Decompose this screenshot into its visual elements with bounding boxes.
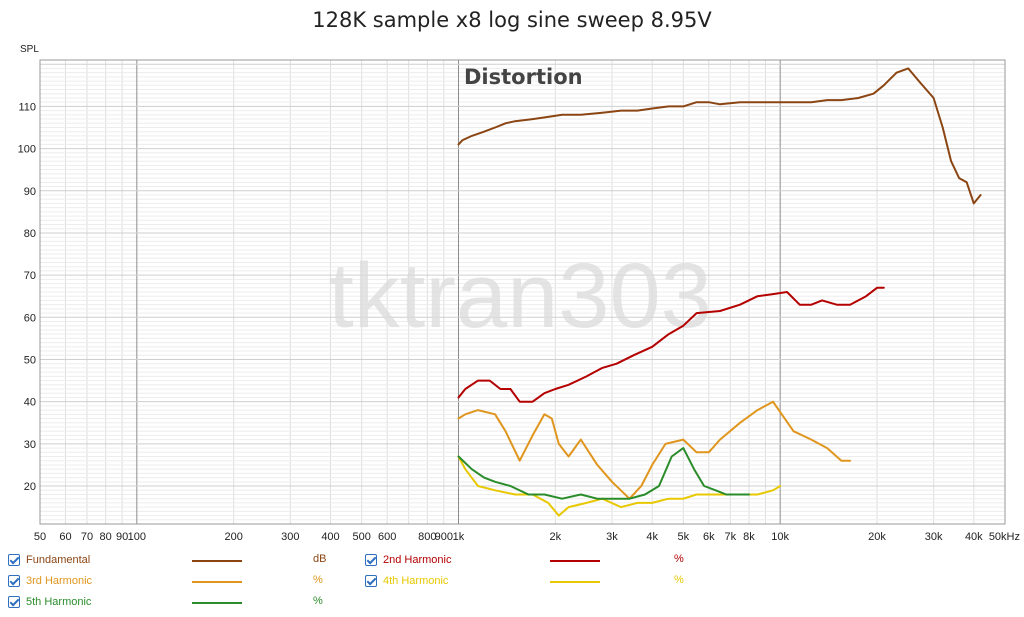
y-tick-label: 110 — [18, 101, 36, 113]
y-tick-labels: 20 30 40 50 60 70 80 90 100 110 — [18, 101, 36, 493]
series-line-fundamental — [457, 67, 982, 205]
x-tick-label: 20k — [868, 531, 886, 543]
x-tick-label: 80 — [100, 531, 112, 543]
y-tick-label: 20 — [24, 481, 36, 493]
legend-label: 4th Harmonic — [383, 575, 449, 587]
legend-label: Fundamental — [26, 554, 91, 566]
x-tick-label: 90 — [116, 531, 128, 543]
x-tick-label: 100 — [128, 531, 146, 543]
x-tick-label: 800 — [418, 531, 436, 543]
legend-unit: % — [313, 574, 323, 586]
x-tick-label: 300 — [281, 531, 299, 543]
x-tick-label: 200 — [224, 531, 242, 543]
y-axis-label: SPL — [20, 44, 39, 55]
minor-grid — [39, 59, 1006, 525]
y-tick-label: 40 — [24, 397, 36, 409]
legend-item-4th-harmonic: 4th Harmonic — [365, 572, 448, 590]
legend-checkbox-4th-harmonic[interactable] — [365, 575, 377, 587]
x-tick-label: 900 — [435, 531, 453, 543]
x-tick-label: 2k — [550, 531, 562, 543]
legend-checkbox-5th-harmonic[interactable] — [8, 596, 20, 608]
x-tick-label: 40k — [965, 531, 983, 543]
x-tick-label: 1k — [453, 531, 465, 543]
y-tick-label: 100 — [18, 144, 36, 156]
legend-unit: % — [674, 574, 684, 586]
legend-item-5th-harmonic: 5th Harmonic — [8, 593, 91, 611]
watermark: tktran303 — [328, 245, 712, 347]
y-tick-label: 80 — [24, 228, 36, 240]
legend-swatch — [192, 602, 242, 604]
major-grid — [40, 60, 1005, 524]
x-tick-label: 600 — [378, 531, 396, 543]
legend-swatch — [192, 581, 242, 583]
series-line-3rd-harmonic — [457, 400, 852, 500]
distortion-annotation: Distortion — [464, 65, 583, 89]
x-tick-label: 3k — [606, 531, 618, 543]
y-tick-label: 60 — [24, 312, 36, 324]
legend-unit: % — [313, 595, 323, 607]
legend-swatch — [192, 560, 242, 562]
plot-frame — [39, 59, 1006, 525]
x-tick-label: 4k — [646, 531, 658, 543]
legend-label: 5th Harmonic — [26, 596, 92, 608]
legend-checkbox-3rd-harmonic[interactable] — [8, 575, 20, 587]
legend-item-2nd-harmonic: 2nd Harmonic — [365, 551, 451, 569]
legend-unit: % — [674, 553, 684, 565]
legend-swatch — [550, 560, 600, 562]
x-tick-label: 30k — [925, 531, 943, 543]
legend-label: 3rd Harmonic — [26, 575, 93, 587]
legend-checkbox-fundamental[interactable] — [8, 554, 20, 566]
x-tick-label: 70 — [81, 531, 93, 543]
y-tick-label: 90 — [24, 186, 36, 198]
legend-checkbox-2nd-harmonic[interactable] — [365, 554, 377, 566]
legend-swatch — [550, 581, 600, 583]
series-lines — [457, 67, 982, 517]
x-tick-label: 10k — [771, 531, 789, 543]
y-tick-label: 70 — [24, 270, 36, 282]
y-tick-label: 50 — [24, 354, 36, 366]
legend-item-fundamental: Fundamental — [8, 551, 90, 569]
x-tick-label: 60 — [59, 531, 71, 543]
x-tick-label: 6k — [703, 531, 715, 543]
x-tick-label: 50 — [34, 531, 46, 543]
x-tick-label: 50kHz — [989, 531, 1020, 543]
series-line-2nd-harmonic — [457, 286, 885, 403]
y-tick-label: 30 — [24, 439, 36, 451]
chart-title: 128K sample x8 log sine sweep 8.95V — [312, 8, 712, 32]
x-tick-label: 8k — [743, 531, 755, 543]
series-line-5th-harmonic — [457, 447, 750, 500]
legend-label: 2nd Harmonic — [383, 554, 452, 566]
legend-unit: dB — [313, 553, 327, 565]
x-tick-label: 400 — [321, 531, 339, 543]
legend-item-3rd-harmonic: 3rd Harmonic — [8, 572, 92, 590]
x-tick-label: 5k — [678, 531, 690, 543]
x-tick-label: 7k — [725, 531, 737, 543]
x-tick-label: 500 — [352, 531, 370, 543]
